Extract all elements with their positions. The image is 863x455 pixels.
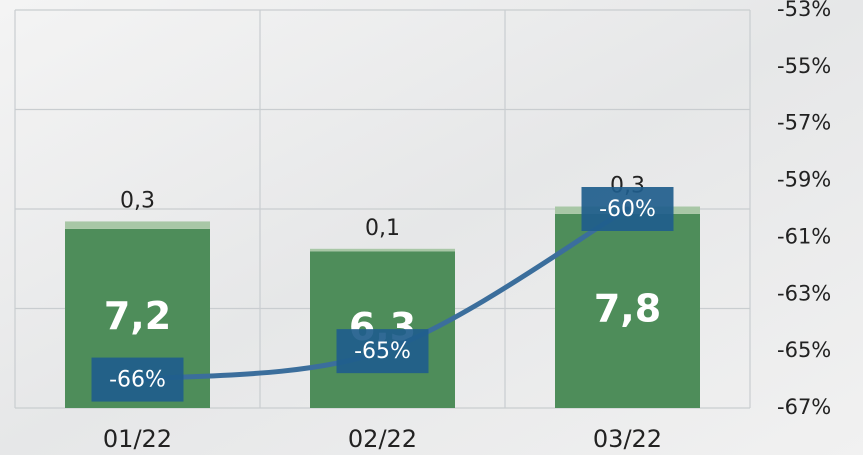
y2-tick-label: -61% xyxy=(777,224,831,248)
y2-tick-label: -53% xyxy=(777,0,831,21)
y2-tick-label: -57% xyxy=(777,111,831,135)
chart: -67% -65% -63% -61% -59% -57% -55% -53% 01/22 02/… xyxy=(0,0,863,455)
line-value-label: -66% xyxy=(109,368,166,393)
y2-tick-label: -63% xyxy=(777,281,831,305)
x-tick-label: 01/22 xyxy=(103,425,172,453)
y2-tick-label: -55% xyxy=(777,54,831,78)
line-value-label: -60% xyxy=(599,197,656,222)
page: {"chart_data": {"type": "bar", "stacked"… xyxy=(0,0,863,455)
bar-value-label: 7,8 xyxy=(594,286,661,330)
y2-tick-label: -67% xyxy=(777,395,831,419)
line-value-label: -65% xyxy=(354,339,411,364)
bar-top-label: 0,1 xyxy=(365,216,400,241)
bar-segment xyxy=(310,249,455,251)
x-tick-label: 03/22 xyxy=(593,425,662,453)
y2-tick-label: -59% xyxy=(777,168,831,192)
bar-value-label: 7,2 xyxy=(104,294,171,338)
x-tick-label: 02/22 xyxy=(348,425,417,453)
y2-tick-label: -65% xyxy=(777,338,831,362)
bar-top-label: 0,3 xyxy=(120,188,155,213)
bar-segment xyxy=(65,221,210,228)
